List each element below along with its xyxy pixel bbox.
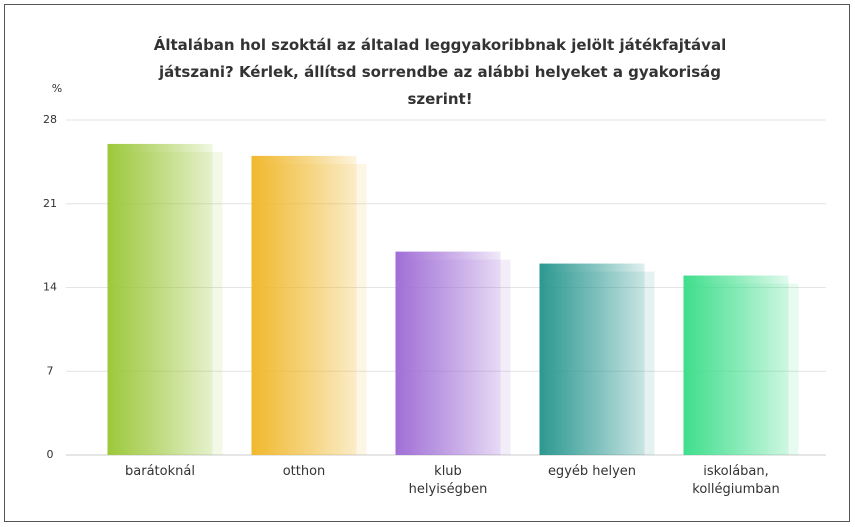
y-axis-label: % [52, 82, 62, 95]
y-tick-label: 7 [47, 364, 54, 377]
y-tick-label: 0 [47, 448, 54, 461]
y-tick-label: 21 [43, 197, 57, 210]
x-tick-label: egyéb helyen [548, 464, 636, 479]
bar [107, 143, 213, 455]
x-tick-label: barátoknál [125, 464, 195, 479]
y-tick-label: 14 [43, 281, 57, 294]
bar [683, 275, 789, 455]
x-tick-label: iskolában, kollégiumban [692, 464, 779, 497]
x-tick-label: klub helyiségben [409, 464, 488, 497]
chart-title: Általában hol szoktál az általad leggyak… [154, 35, 726, 108]
y-tick-label: 28 [43, 113, 57, 126]
bar [395, 251, 501, 455]
bar [539, 263, 645, 455]
bar [251, 155, 357, 455]
x-tick-label: otthon [283, 464, 326, 479]
